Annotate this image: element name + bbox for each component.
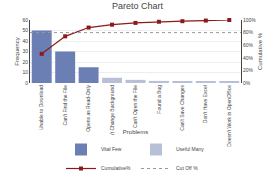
svg-text:0: 0 [25,80,28,86]
svg-text:10: 10 [22,69,28,75]
svg-text:Problems: Problems [123,129,148,135]
svg-text:Cut Off %: Cut Off % [176,165,198,171]
svg-text:Frequency: Frequency [14,37,20,65]
svg-text:40%: 40% [243,55,254,61]
svg-text:Don't Have Excel: Don't Have Excel [202,85,208,123]
svg-text:Can't Find the File: Can't Find the File [62,85,68,126]
svg-text:Useful Many: Useful Many [176,146,204,152]
svg-text:Cumulative%: Cumulative% [101,165,131,171]
svg-text:100%: 100% [243,17,256,23]
svg-text:Unable to Download: Unable to Download [38,85,44,130]
svg-text:60: 60 [22,17,28,23]
svg-text:Found a Bug: Found a Bug [156,85,162,114]
svg-text:Doesn't Work in OpenOffice: Doesn't Work in OpenOffice [226,85,232,147]
svg-text:Pareto Chart: Pareto Chart [112,1,164,11]
svg-text:20: 20 [22,59,28,65]
svg-text:Opens as Read-Only: Opens as Read-Only [85,85,91,132]
svg-text:Can't Open the File: Can't Open the File [132,85,138,128]
svg-text:20%: 20% [243,67,254,73]
svg-text:0%: 0% [243,80,251,86]
svg-text:Can't Save Changes: Can't Save Changes [179,85,185,131]
svg-text:Vital Few: Vital Few [101,146,122,152]
svg-text:60%: 60% [243,42,254,48]
svg-text:Can't Change Background: Can't Change Background [109,85,115,144]
svg-text:80%: 80% [243,29,254,35]
svg-text:Cumulative %: Cumulative % [257,32,263,70]
svg-text:50: 50 [22,27,28,33]
svg-text:30: 30 [22,48,28,54]
svg-text:40: 40 [22,38,28,44]
